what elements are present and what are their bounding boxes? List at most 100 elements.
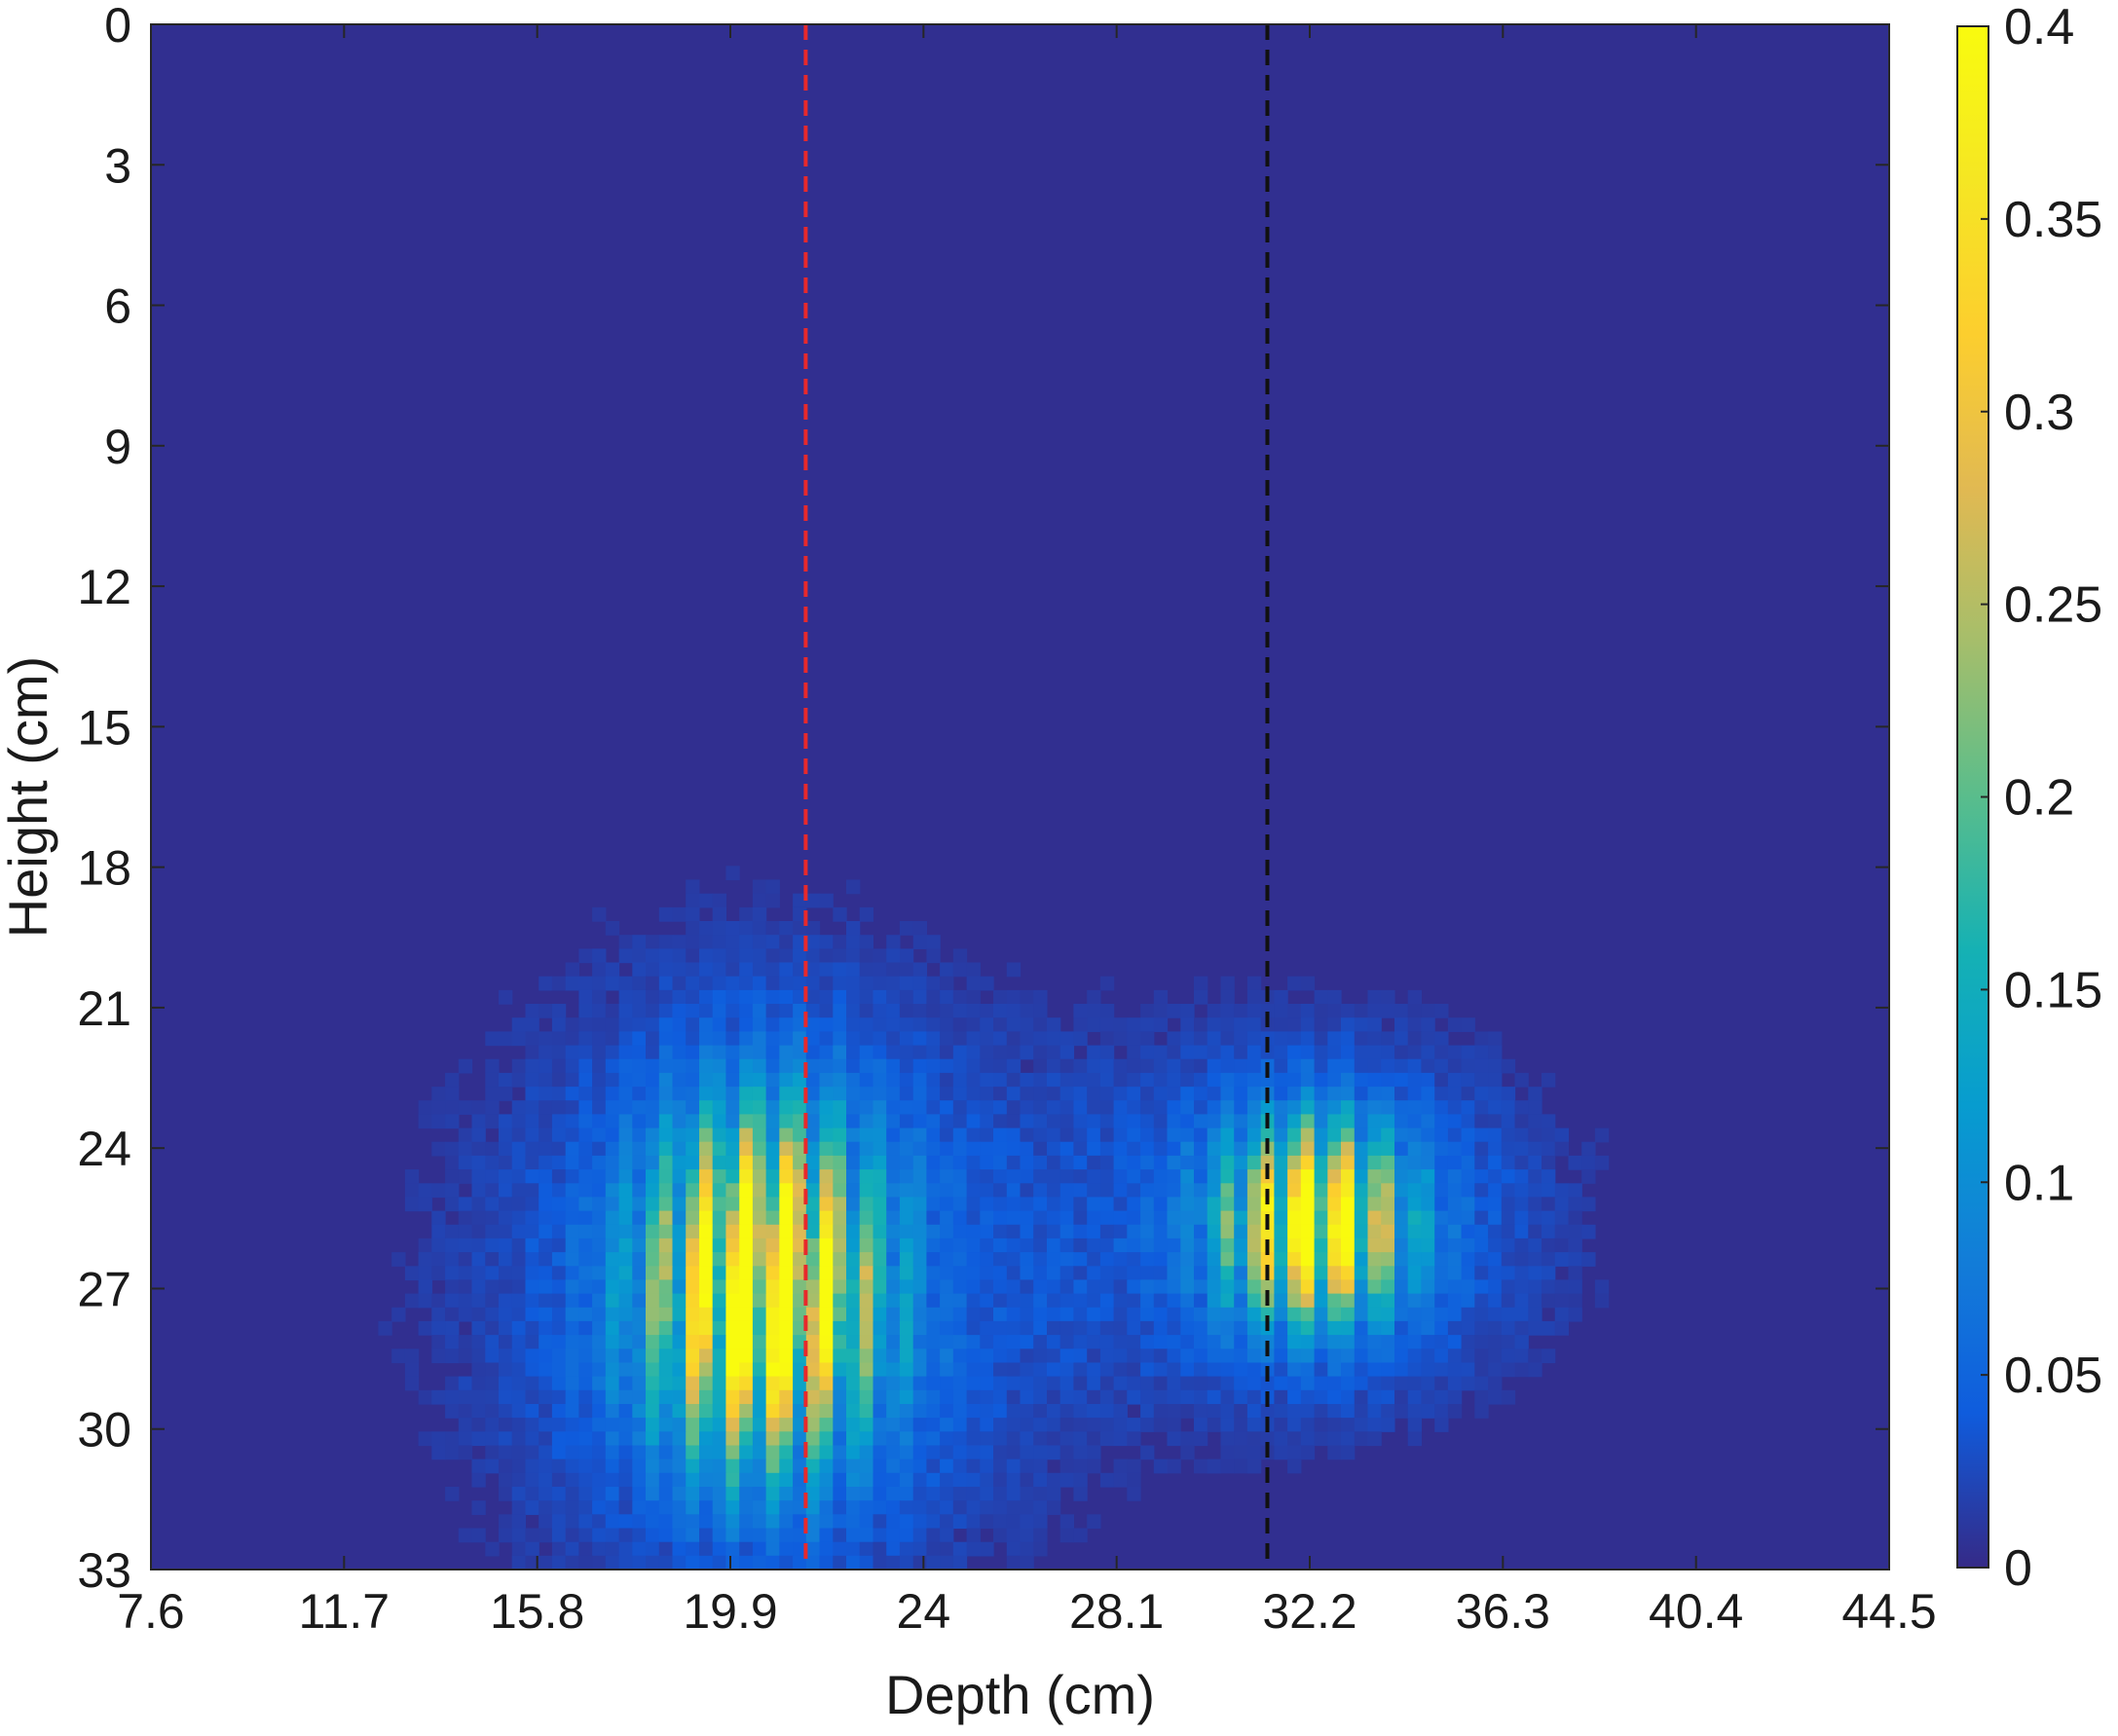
- heatmap-cell: [1099, 1045, 1115, 1060]
- heatmap-cell: [499, 1237, 513, 1253]
- heatmap-cell: [1140, 1155, 1155, 1170]
- heatmap-cell: [1153, 1141, 1169, 1157]
- heatmap-cell: [418, 1431, 432, 1447]
- heatmap-cell: [658, 1335, 674, 1349]
- heatmap-cell: [632, 1445, 647, 1460]
- heatmap-cell: [699, 989, 714, 1005]
- heatmap-cell: [1300, 1114, 1316, 1129]
- heatmap-cell: [779, 1320, 794, 1336]
- heatmap-cell: [1246, 1389, 1262, 1405]
- heatmap-cell: [1099, 1141, 1115, 1157]
- heatmap-cell: [1140, 1445, 1155, 1460]
- heatmap-cell: [672, 1555, 687, 1570]
- heatmap-cell: [739, 1141, 754, 1157]
- heatmap-cell: [1033, 1404, 1048, 1419]
- heatmap-cell: [725, 921, 740, 936]
- heatmap-cell: [980, 1348, 994, 1364]
- heatmap-cell: [499, 1348, 513, 1364]
- heatmap-cell: [672, 1210, 687, 1226]
- heatmap-cell: [578, 976, 593, 991]
- heatmap-cell: [1327, 989, 1342, 1005]
- heatmap-cell: [1153, 1058, 1169, 1074]
- heatmap-cell: [686, 1445, 700, 1460]
- heatmap-cell: [886, 1183, 901, 1199]
- heatmap-cell: [658, 1252, 674, 1267]
- heatmap-cell: [793, 921, 807, 936]
- heatmap-cell: [551, 1197, 567, 1212]
- heatmap-cell: [1033, 1541, 1048, 1557]
- heatmap-cell: [966, 1237, 981, 1253]
- heatmap-cell: [511, 1307, 527, 1322]
- heatmap-cell: [686, 1004, 700, 1018]
- heatmap-cell: [578, 1058, 593, 1074]
- heatmap-cell: [699, 976, 714, 991]
- heatmap-cell: [1434, 1307, 1449, 1322]
- heatmap-cell: [1127, 1141, 1141, 1157]
- heatmap-cell: [1113, 1252, 1128, 1267]
- heatmap-cell: [819, 1224, 834, 1239]
- heatmap-cell: [1354, 1224, 1369, 1239]
- heatmap-cell: [1542, 1141, 1556, 1157]
- heatmap-cell: [779, 1210, 794, 1226]
- heatmap-cell: [471, 1320, 486, 1336]
- heatmap-cell: [1381, 989, 1395, 1005]
- heatmap-cell: [1407, 1017, 1423, 1032]
- x-tick-label: 44.5: [1841, 1584, 1936, 1639]
- heatmap-cell: [1568, 1293, 1582, 1309]
- heatmap-cell: [1381, 1389, 1395, 1405]
- heatmap-cell: [1087, 1127, 1101, 1143]
- heatmap-cell: [1167, 1362, 1181, 1378]
- heatmap-cell: [632, 1045, 647, 1060]
- heatmap-cell: [993, 1528, 1008, 1543]
- heatmap-cell: [912, 1127, 928, 1143]
- heatmap-cell: [1434, 1072, 1449, 1088]
- heatmap-cell: [819, 1293, 834, 1309]
- heatmap-cell: [658, 1127, 674, 1143]
- heatmap-cell: [980, 1431, 994, 1447]
- heatmap-cell: [525, 1541, 539, 1557]
- heatmap-cell: [605, 1487, 620, 1501]
- heatmap-cell: [431, 1224, 446, 1239]
- heatmap-cell: [873, 1058, 887, 1074]
- heatmap-cell: [793, 1472, 807, 1488]
- heatmap-cell: [1113, 1335, 1128, 1349]
- heatmap-cell: [1287, 1127, 1302, 1143]
- y-tick-label: 24: [77, 1122, 131, 1176]
- heatmap-cell: [592, 1445, 607, 1460]
- heatmap-cell: [686, 1389, 700, 1405]
- heatmap-cell: [1354, 1376, 1369, 1391]
- heatmap-cell: [1099, 1320, 1115, 1336]
- heatmap-cell: [1167, 1031, 1181, 1047]
- heatmap-cell: [1341, 1114, 1356, 1129]
- heatmap-cell: [1006, 1045, 1022, 1060]
- heatmap-cell: [1127, 1237, 1141, 1253]
- heatmap-cell: [499, 1320, 513, 1336]
- heatmap-cell: [618, 1224, 633, 1239]
- heatmap-cell: [605, 1155, 620, 1170]
- heatmap-cell: [1314, 1058, 1328, 1074]
- heatmap-cell: [1220, 1169, 1235, 1184]
- heatmap-cell: [1059, 1197, 1075, 1212]
- heatmap-cell: [779, 1031, 794, 1047]
- heatmap-cell: [1314, 1045, 1328, 1060]
- heatmap-cell: [725, 1100, 740, 1115]
- heatmap-cell: [539, 1431, 553, 1447]
- heatmap-cell: [699, 1266, 714, 1281]
- heatmap-cell: [1180, 1087, 1195, 1101]
- heatmap-cell: [418, 1197, 432, 1212]
- heatmap-cell: [846, 1266, 861, 1281]
- heatmap-cell: [859, 1418, 874, 1432]
- heatmap-cell: [605, 1072, 620, 1088]
- heatmap-cell: [632, 1058, 647, 1074]
- heatmap-cell: [873, 1087, 887, 1101]
- heatmap-cell: [485, 1169, 500, 1184]
- heatmap-cell: [1300, 1266, 1316, 1281]
- heatmap-cell: [1461, 1072, 1475, 1088]
- heatmap-cell: [940, 1293, 954, 1309]
- heatmap-cell: [1113, 1362, 1128, 1378]
- heatmap-cell: [632, 1100, 647, 1115]
- heatmap-cell: [1033, 1445, 1048, 1460]
- heatmap-cell: [1287, 1183, 1302, 1199]
- heatmap-cell: [1528, 1114, 1542, 1129]
- heatmap-cell: [592, 1348, 607, 1364]
